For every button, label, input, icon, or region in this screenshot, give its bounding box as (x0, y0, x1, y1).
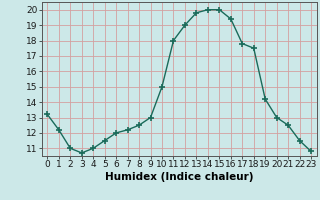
X-axis label: Humidex (Indice chaleur): Humidex (Indice chaleur) (105, 172, 253, 182)
